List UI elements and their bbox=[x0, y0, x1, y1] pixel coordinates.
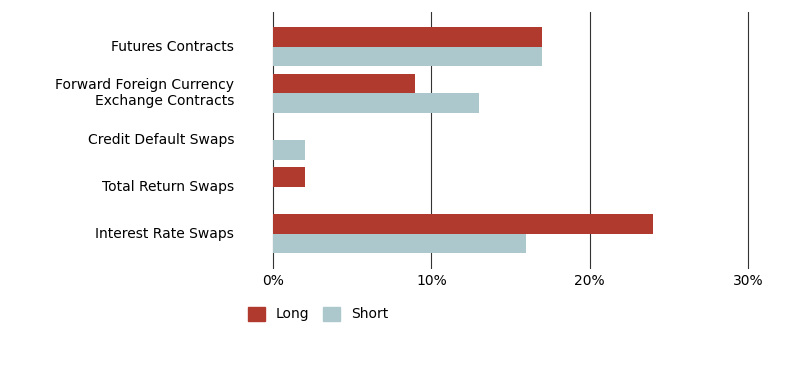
Bar bbox=[272, 140, 304, 160]
Legend: Long, Short: Long, Short bbox=[248, 306, 388, 321]
Bar bbox=[272, 74, 415, 93]
Bar bbox=[272, 234, 526, 253]
Bar bbox=[272, 214, 652, 234]
Bar bbox=[272, 167, 304, 187]
Bar bbox=[272, 93, 479, 113]
Bar bbox=[272, 46, 541, 66]
Bar bbox=[272, 27, 541, 46]
